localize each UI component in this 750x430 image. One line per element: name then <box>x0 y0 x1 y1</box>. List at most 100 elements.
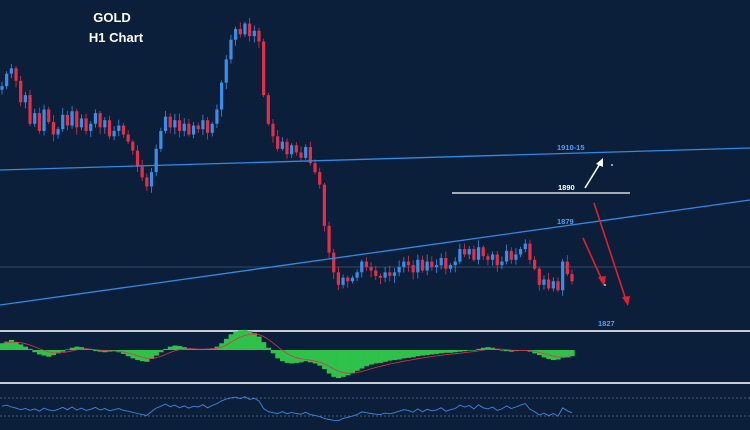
macd-bar <box>303 350 309 362</box>
macd-bar <box>153 350 159 356</box>
macd-bar <box>27 348 33 350</box>
candle-body <box>149 172 154 187</box>
candle-body <box>458 249 462 262</box>
candle-body <box>107 120 112 137</box>
macd-bar <box>340 350 346 377</box>
macd-bar <box>69 347 75 350</box>
candle-body <box>182 123 186 131</box>
macd-bar <box>373 350 379 364</box>
candle-body <box>163 116 168 131</box>
candle-body <box>145 177 149 187</box>
candle-body <box>19 80 23 103</box>
candle-body <box>201 120 205 130</box>
macd-bar <box>32 350 38 353</box>
level-label-1890: 1890 <box>558 183 575 192</box>
candle-body <box>294 145 298 153</box>
macd-bar <box>354 350 360 371</box>
candle-body <box>271 123 275 137</box>
candle-body <box>434 265 439 267</box>
marker-dot <box>611 164 613 166</box>
candle-body <box>191 125 196 135</box>
candle-body <box>476 247 481 260</box>
candle-body <box>364 261 369 267</box>
candle-body <box>448 265 453 269</box>
candle-body <box>416 259 420 273</box>
candle-body <box>528 243 532 260</box>
candle-body <box>205 120 210 133</box>
macd-bar <box>172 345 178 350</box>
macd-bar <box>247 330 253 350</box>
macd-bar <box>139 350 145 362</box>
macd-bar <box>18 344 24 350</box>
macd-bar <box>9 339 14 350</box>
macd-signal-line <box>1 333 573 374</box>
macd-bar <box>504 350 510 352</box>
candle-body <box>430 261 434 267</box>
candle-body <box>140 166 144 178</box>
candle-body <box>37 113 41 131</box>
candle-body <box>350 277 355 282</box>
macd-bar <box>79 347 85 350</box>
candle-body <box>509 250 513 260</box>
macd-bar <box>345 350 351 376</box>
level-label-1910-15: 1910-15 <box>557 143 585 152</box>
candle-body <box>472 249 476 260</box>
candle-body <box>229 39 233 60</box>
macd-bar <box>364 350 370 367</box>
candle-body <box>374 270 378 276</box>
macd-bar <box>406 350 412 358</box>
candle-body <box>565 261 569 275</box>
candle-body <box>322 184 326 226</box>
candle-body <box>75 111 79 128</box>
candle-body <box>173 120 177 128</box>
macd-bar <box>275 350 281 359</box>
candle-body <box>280 141 284 149</box>
candle-body <box>299 152 303 158</box>
macd-bar <box>261 342 267 350</box>
candle-body <box>308 147 312 164</box>
candle-body <box>103 120 107 128</box>
arrow-down-icon <box>582 237 606 286</box>
macd-bar <box>37 350 43 355</box>
candle-body <box>360 261 364 273</box>
macd-bar <box>382 350 388 362</box>
macd-bar <box>555 350 561 360</box>
macd-bar <box>476 348 482 350</box>
macd-bar <box>200 349 206 351</box>
candle-body <box>0 86 4 90</box>
candle-body <box>504 250 509 262</box>
macd-bar <box>569 350 575 357</box>
macd-bar <box>256 336 262 350</box>
candle-body <box>70 111 74 126</box>
macd-bar <box>308 350 313 363</box>
macd-bar <box>350 350 356 373</box>
candle-body <box>9 68 13 74</box>
marker-dot <box>604 284 606 286</box>
macd-bar <box>233 331 239 350</box>
candle-body <box>56 129 60 135</box>
level-label-1827: 1827 <box>598 319 615 328</box>
arrow-down-icon <box>593 202 630 306</box>
macd-bar <box>135 350 141 361</box>
macd-bar <box>205 348 211 350</box>
candle-body <box>453 261 457 266</box>
candle-body <box>327 225 331 253</box>
candle-body <box>397 266 401 273</box>
macd-bar <box>462 350 468 352</box>
macd-bar <box>392 350 398 361</box>
macd-bar <box>223 338 229 350</box>
candle-body <box>135 150 140 167</box>
candle-body <box>196 125 200 130</box>
level-label-1879: 1879 <box>557 217 574 226</box>
macd-bar <box>237 330 243 350</box>
macd-bar <box>60 350 66 352</box>
candle-body <box>65 114 70 126</box>
candle-body <box>187 123 191 135</box>
candle-body <box>5 73 9 87</box>
arrow-up-icon <box>584 158 603 189</box>
candle-body <box>514 254 518 260</box>
candle-body <box>425 261 429 271</box>
macd-bar <box>434 350 440 354</box>
macd-bar <box>359 350 365 369</box>
